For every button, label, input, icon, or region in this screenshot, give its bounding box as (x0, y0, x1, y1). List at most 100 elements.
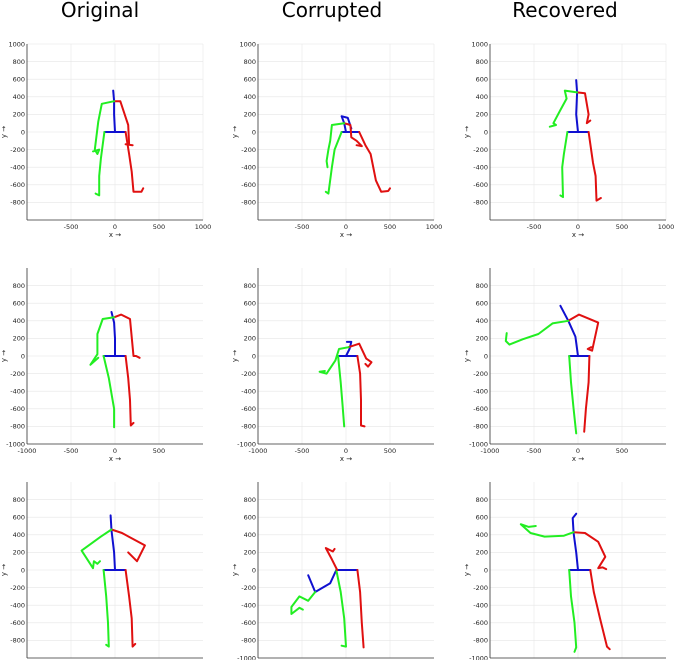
x-tick-label: 500 (153, 223, 165, 231)
y-tick-label: -800 (241, 199, 256, 207)
y-tick-label: -1000 (469, 654, 488, 660)
x-tick-label: -500 (527, 447, 542, 455)
y-tick-label: -200 (241, 370, 256, 378)
skeleton-limb (347, 342, 373, 368)
skeleton-limb (335, 569, 347, 648)
y-tick-label: 800 (244, 58, 256, 66)
y-tick-label: 800 (244, 282, 256, 290)
skeleton-limb (519, 523, 575, 538)
skeleton-limb (356, 355, 366, 428)
y-tick-label: 200 (476, 549, 488, 557)
skeleton-limb (504, 319, 570, 346)
y-tick-label: -800 (473, 423, 488, 431)
y-axis-label: y → (231, 126, 239, 138)
x-tick-label: 0 (113, 447, 117, 455)
y-tick-label: -800 (473, 199, 488, 207)
skeleton-limb (345, 340, 353, 357)
skeleton-limb (340, 115, 353, 133)
skeleton-limb (113, 100, 134, 147)
skeleton-limb (102, 355, 116, 429)
y-axis-label: y → (463, 564, 471, 576)
y-tick-label: 0 (252, 566, 256, 574)
skeleton-limb (124, 131, 145, 193)
x-tick-label: -1000 (18, 447, 37, 455)
skeleton-limb (568, 355, 578, 435)
x-tick-label: 0 (344, 223, 348, 231)
pose-panel: -500 0 500 1000 -800 -600 -400 -200 0 200 400 600 80… (463, 40, 674, 239)
y-tick-label: -200 (473, 584, 488, 592)
skeleton-limb (92, 100, 116, 155)
y-tick-label: 0 (21, 566, 25, 574)
y-tick-label: 400 (476, 317, 488, 325)
y-axis-label: y → (463, 126, 471, 138)
y-axis-label: y → (0, 350, 8, 362)
x-tick-label: 1000 (195, 223, 212, 231)
y-tick-label: 200 (244, 111, 256, 119)
skeleton-limb (324, 547, 339, 571)
x-tick-label: 500 (153, 447, 165, 455)
y-axis-label: y → (231, 564, 239, 576)
y-tick-label: 0 (484, 128, 488, 136)
y-tick-label: 400 (476, 93, 488, 101)
skeleton-limb (576, 91, 592, 125)
x-tick-label: -1000 (481, 447, 500, 455)
y-tick-label: 600 (13, 514, 25, 522)
y-axis-label: y → (231, 350, 239, 362)
skeleton-limb (559, 304, 579, 357)
x-axis-label: x → (340, 231, 352, 239)
pose-panel: -1000-5000500-1000-800-600-400-200020040… (231, 482, 434, 660)
skeleton-limb (568, 569, 578, 653)
y-tick-label: 1000 (471, 40, 488, 48)
skeleton-limb (109, 514, 116, 571)
skeleton-limb (559, 131, 569, 199)
skeleton-limb (318, 346, 350, 375)
col-title-corrupted: Corrupted (281, 0, 383, 22)
skeleton-limb (102, 569, 110, 648)
x-axis-label: x → (340, 455, 352, 463)
y-tick-label: 800 (13, 58, 25, 66)
y-tick-label: 600 (244, 300, 256, 308)
y-tick-label: 600 (476, 76, 488, 84)
x-tick-label: 1000 (658, 223, 675, 231)
x-tick-label: 500 (384, 223, 396, 231)
pose-panel: -1000-5000500-800-600-400-20002004006008… (0, 482, 203, 659)
skeleton-limb (113, 313, 141, 359)
y-tick-label: -400 (10, 602, 25, 610)
pose-panel: -500 0 500 1000 -800 -600 -400 -200 0 200 400 600 80… (231, 40, 442, 239)
y-tick-label: 400 (13, 317, 25, 325)
y-tick-label: 800 (476, 282, 488, 290)
y-tick-label: -800 (241, 423, 256, 431)
y-tick-label: 0 (484, 566, 488, 574)
x-tick-label: 1000 (426, 223, 443, 231)
skeleton-limb (80, 528, 113, 570)
y-axis-label: y → (0, 564, 8, 576)
y-tick-label: 600 (476, 300, 488, 308)
skeleton-limb (572, 531, 608, 571)
y-tick-label: 400 (13, 531, 25, 539)
y-tick-label: -200 (241, 146, 256, 154)
skeleton-limb (343, 122, 363, 148)
y-tick-label: -400 (241, 602, 256, 610)
x-tick-label: 500 (616, 223, 628, 231)
pose-panel: -1000-5000500-1000-800-600-400-200020040… (463, 482, 666, 660)
y-tick-label: -400 (10, 164, 25, 172)
y-tick-label: -600 (241, 405, 256, 413)
y-tick-label: -1000 (237, 654, 256, 660)
y-tick-label: -600 (10, 405, 25, 413)
y-tick-label: -200 (10, 370, 25, 378)
y-tick-label: -600 (473, 181, 488, 189)
y-tick-label: 0 (484, 352, 488, 360)
y-tick-label: 600 (13, 76, 25, 84)
x-tick-label: 0 (576, 447, 580, 455)
y-tick-label: -1000 (469, 440, 488, 448)
y-tick-label: 400 (13, 93, 25, 101)
y-tick-label: -800 (241, 637, 256, 645)
x-tick-label: 0 (344, 447, 348, 455)
y-tick-label: 600 (13, 300, 25, 308)
x-tick-label: 0 (113, 223, 117, 231)
skeleton-limb (358, 131, 391, 193)
x-axis-label: x → (572, 231, 584, 239)
y-tick-label: 0 (252, 352, 256, 360)
skeleton-limb (89, 316, 116, 366)
